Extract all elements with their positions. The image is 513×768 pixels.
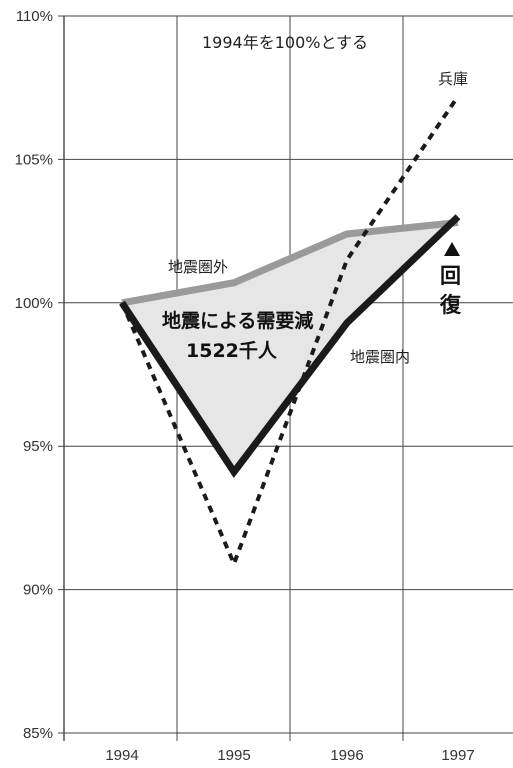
area-label-line1: 地震による需要減 bbox=[162, 309, 313, 332]
area-label-line2: 1522千人 bbox=[186, 340, 278, 362]
recovery-char-1: 回 bbox=[440, 264, 461, 288]
y-tick-label: 95% bbox=[23, 438, 53, 455]
demand-loss-area bbox=[122, 216, 458, 473]
x-tick-label: 1997 bbox=[441, 747, 474, 764]
series-lines bbox=[119, 95, 461, 570]
x-tick-label: 1996 bbox=[330, 747, 363, 764]
recovery-char-2: 復 bbox=[439, 293, 462, 317]
recovery-arrow bbox=[444, 242, 460, 256]
x-axis-tick-labels: 1994 1995 1996 1997 bbox=[105, 747, 474, 764]
y-tick-label: 100% bbox=[15, 295, 53, 312]
x-tick-label: 1994 bbox=[105, 747, 138, 764]
baseline-note: 1994年を100%とする bbox=[202, 33, 368, 52]
series-line-3 bbox=[120, 95, 460, 570]
x-tick-label: 1995 bbox=[217, 747, 250, 764]
series-line-1 bbox=[121, 219, 459, 307]
series-line-2 bbox=[119, 214, 461, 479]
series-label-inside: 地震圏内 bbox=[350, 348, 410, 366]
y-tick-label: 105% bbox=[15, 151, 53, 168]
y-tick-label: 110% bbox=[16, 8, 53, 25]
y-tick-label: 85% bbox=[23, 725, 53, 742]
y-axis-tick-labels: 85% 90% 95% 100% 105% 110% bbox=[15, 8, 53, 742]
y-tick-label: 90% bbox=[23, 582, 53, 599]
series-label-outside: 地震圏外 bbox=[168, 258, 228, 276]
series-label-hyogo: 兵庫 bbox=[438, 70, 468, 88]
